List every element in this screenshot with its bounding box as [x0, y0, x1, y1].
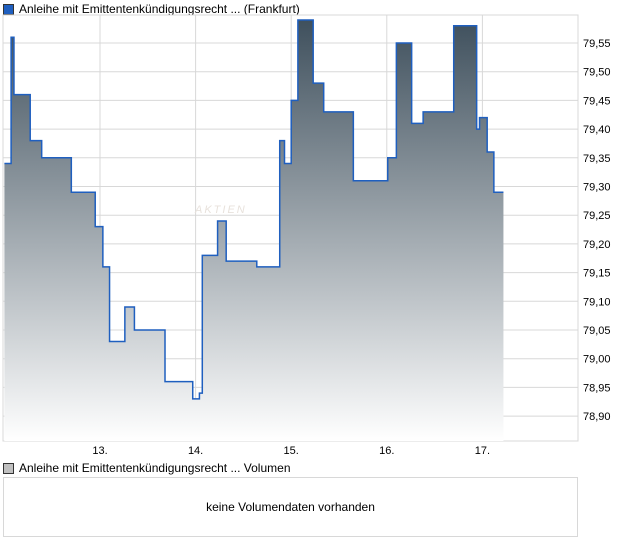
price-legend-label: Anleihe mit Emittentenkündigungsrecht ..… [19, 2, 300, 16]
x-tick-label: 17. [475, 445, 490, 457]
price-legend-swatch [3, 3, 14, 15]
y-tick-label: 79,50 [583, 67, 611, 79]
price-chart: AKTIEN 79,55 79,50 79,45 79,40 79,35 79,30 79,… [2, 14, 611, 457]
y-tick-label: 79,30 [583, 182, 611, 194]
price-area [4, 20, 504, 441]
y-tick-label: 79,00 [583, 354, 611, 366]
x-tick-label: 15. [284, 445, 299, 457]
y-tick-label: 79,25 [583, 210, 611, 222]
y-tick-label: 79,15 [583, 268, 611, 280]
x-tick-label: 16. [379, 445, 394, 457]
watermark-logo: AKTIEN [194, 204, 247, 216]
volume-panel: keine Volumendaten vorhanden [3, 477, 578, 537]
volume-legend: Anleihe mit Emittentenkündigungsrecht ..… [3, 461, 291, 475]
price-line [4, 19, 504, 400]
y-tick-label: 79,05 [583, 325, 611, 337]
y-tick-label: 79,55 [583, 38, 611, 50]
volume-message: keine Volumendaten vorhanden [206, 500, 375, 514]
y-tick-label: 78,95 [583, 382, 611, 394]
y-tick-label: 79,40 [583, 124, 611, 136]
y-tick-label: 78,90 [583, 411, 611, 423]
volume-legend-swatch [3, 462, 14, 474]
y-tick-label: 79,20 [583, 239, 611, 251]
price-legend: Anleihe mit Emittentenkündigungsrecht ..… [3, 2, 300, 16]
y-tick-label: 79,35 [583, 153, 611, 165]
x-tick-label: 13. [92, 445, 107, 457]
y-tick-label: 79,45 [583, 95, 611, 107]
volume-legend-label: Anleihe mit Emittentenkündigungsrecht ..… [19, 461, 291, 475]
y-tick-label: 79,10 [583, 296, 611, 308]
x-tick-label: 14. [188, 445, 203, 457]
